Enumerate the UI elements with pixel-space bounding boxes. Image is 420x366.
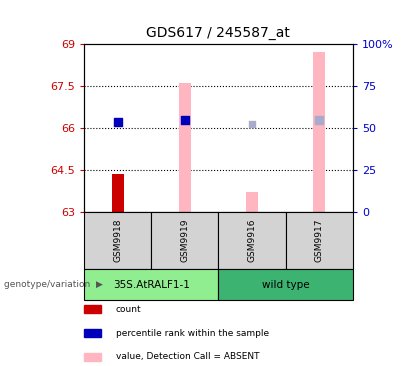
Text: count: count [116,305,141,314]
Text: GSM9916: GSM9916 [247,219,257,262]
Point [181,117,188,123]
Text: wild type: wild type [262,280,310,290]
Text: GSM9918: GSM9918 [113,219,122,262]
Text: value, Detection Call = ABSENT: value, Detection Call = ABSENT [116,352,259,361]
Title: GDS617 / 245587_at: GDS617 / 245587_at [147,26,290,40]
Bar [313,52,325,212]
Text: 35S.AtRALF1-1: 35S.AtRALF1-1 [113,280,190,290]
Text: genotype/variation  ▶: genotype/variation ▶ [4,280,103,289]
Bar [112,173,123,212]
Point [316,117,323,123]
Point [249,121,255,127]
Text: GSM9917: GSM9917 [315,219,324,262]
Point [114,119,121,125]
Bar [179,83,191,212]
Bar [246,192,258,212]
Text: percentile rank within the sample: percentile rank within the sample [116,329,269,337]
Text: GSM9919: GSM9919 [180,219,189,262]
